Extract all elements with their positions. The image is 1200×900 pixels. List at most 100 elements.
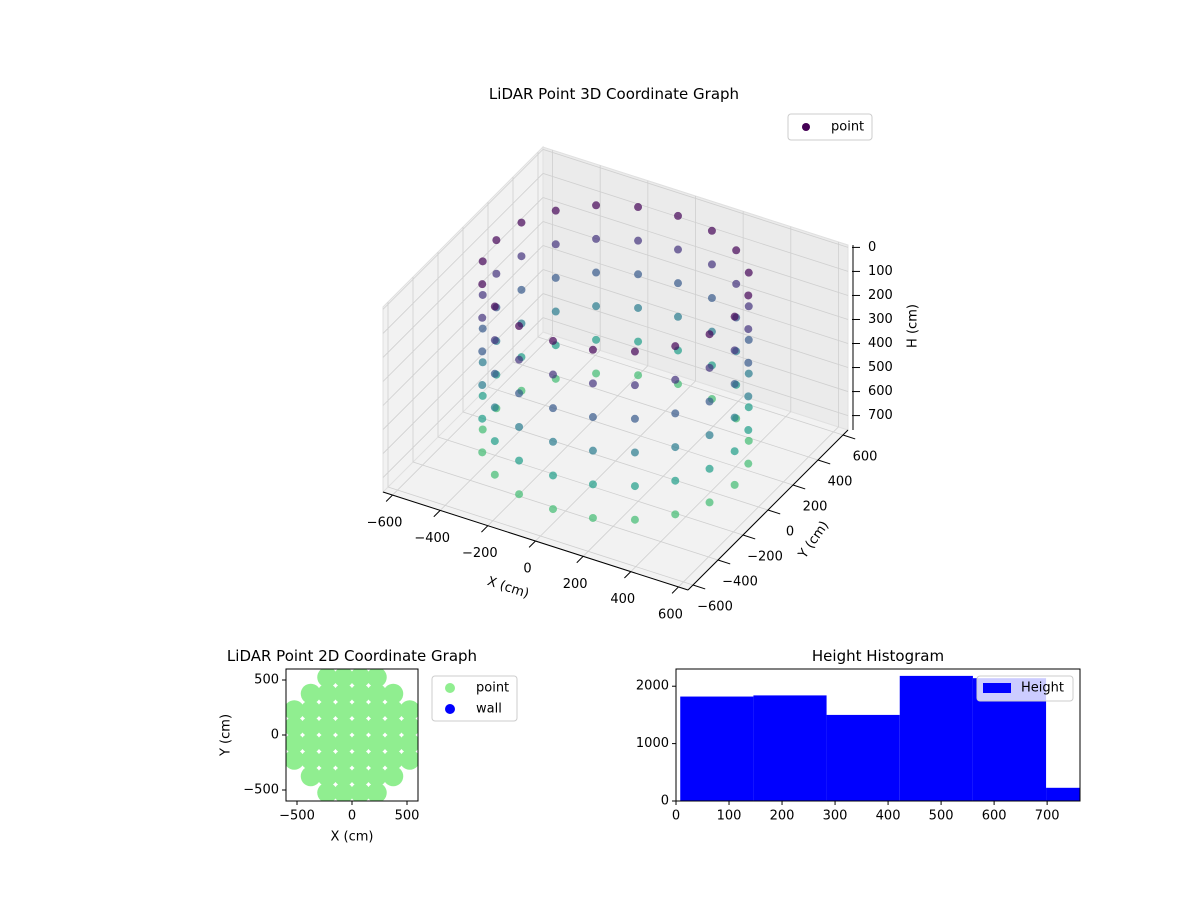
tick-mark (481, 525, 489, 533)
grid-line (382, 173, 544, 334)
data-point (366, 716, 387, 737)
y-tick-label: 500 (254, 673, 279, 688)
data-point (588, 446, 597, 455)
data-point (592, 201, 601, 210)
data-point (744, 325, 753, 334)
bar (826, 714, 900, 801)
data-point (592, 369, 601, 378)
data-point (350, 683, 371, 704)
legend-label: wall (476, 702, 502, 717)
data-point (350, 749, 371, 770)
data-point (744, 459, 753, 468)
chart-title: LiDAR Point 2D Coordinate Graph (227, 647, 477, 665)
data-point (478, 425, 487, 434)
tick-mark (576, 555, 584, 564)
data-point (399, 716, 418, 737)
legend-box (431, 675, 518, 722)
data-point (286, 716, 305, 737)
x-tick-label: 0 (348, 809, 356, 824)
data-point (383, 733, 404, 754)
y-tick-label: 0 (271, 728, 279, 743)
y-tick-label: 400 (828, 475, 853, 490)
z-tick-label: 600 (868, 384, 893, 399)
data-point (490, 403, 499, 412)
tick-mark (842, 434, 856, 440)
data-point (333, 700, 354, 721)
tick-mark (385, 494, 393, 502)
data-point (744, 335, 753, 344)
data-point (383, 766, 404, 787)
data-point (492, 269, 501, 278)
data-point (634, 270, 643, 279)
data-point (317, 716, 338, 737)
grid-line (542, 149, 849, 248)
x-axis-line (382, 491, 689, 591)
data-point (350, 733, 371, 754)
grid-line (542, 293, 849, 392)
z-tick-label: 500 (868, 360, 893, 375)
plot-area (680, 675, 1080, 801)
data-point (492, 236, 501, 245)
data-point (588, 345, 597, 354)
data-point (478, 391, 487, 400)
data-point (317, 683, 338, 704)
y-tick-label: 200 (803, 500, 828, 515)
x-tick-label: 400 (876, 809, 901, 824)
x-tick-label: 700 (1035, 809, 1060, 824)
data-point (300, 700, 321, 721)
data-point (383, 749, 404, 770)
data-point (317, 669, 338, 688)
data-point (549, 404, 557, 413)
grid-line (462, 411, 769, 511)
legend-label: point (831, 120, 864, 135)
data-point (549, 505, 557, 514)
grid-line (382, 245, 544, 406)
data-point (705, 431, 714, 440)
z-tick-label: 200 (868, 288, 893, 303)
data-point (333, 716, 354, 737)
x-tick-label: −500 (279, 809, 315, 824)
data-point (366, 733, 387, 754)
data-point (551, 307, 560, 316)
data-point (366, 749, 387, 770)
data-point (300, 749, 321, 770)
data-point (705, 498, 714, 507)
data-point (671, 342, 680, 351)
data-point (551, 273, 560, 282)
data-point (350, 782, 371, 801)
data-point (478, 257, 487, 266)
legend-marker (802, 123, 810, 131)
data-point (592, 335, 601, 344)
data-point (630, 448, 639, 457)
data-point (588, 480, 597, 489)
data-point (350, 669, 371, 688)
data-point (588, 379, 597, 388)
plot-area (286, 669, 418, 801)
data-point (634, 337, 643, 346)
data-point (549, 370, 557, 379)
data-point (705, 363, 714, 372)
data-point (317, 733, 338, 754)
x-axis-label: X (cm) (485, 574, 531, 602)
data-point (671, 476, 680, 485)
z-tick-label: 100 (868, 264, 893, 279)
data-point (478, 347, 487, 356)
x-tick-label: −400 (414, 531, 450, 546)
data-point (730, 346, 739, 355)
x-tick-label: −200 (462, 546, 498, 561)
grid-line (487, 386, 794, 486)
tick-mark (767, 509, 781, 515)
data-point (634, 371, 643, 380)
data-point (286, 700, 305, 721)
data-point (705, 464, 714, 473)
data-point (300, 766, 321, 787)
axes-frame (675, 668, 1081, 802)
grid-line (542, 245, 849, 344)
data-point (517, 252, 526, 261)
data-point (674, 279, 682, 288)
data-point (549, 437, 557, 446)
data-point (588, 513, 597, 522)
z-tick-label: 0 (868, 240, 876, 255)
data-point (478, 324, 487, 333)
